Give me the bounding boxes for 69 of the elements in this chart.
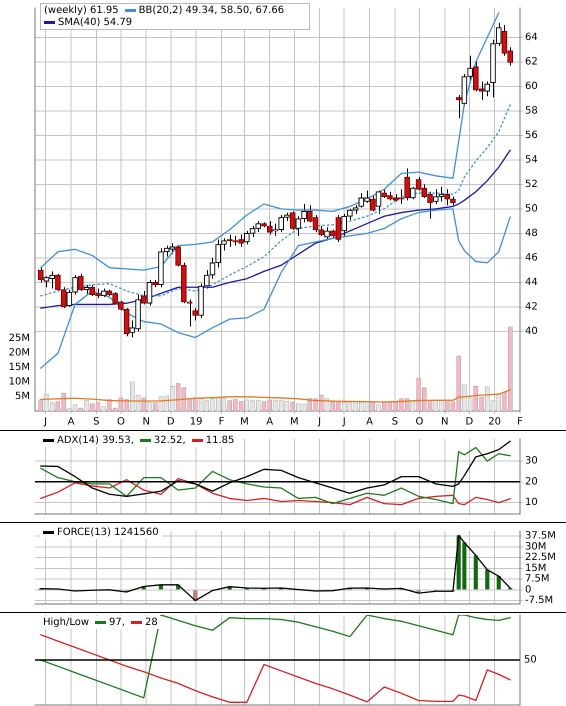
x-tick-label: N [142,416,150,428]
candlestick [84,284,90,296]
y2-tick-label: 20M [8,348,30,359]
candlestick [484,80,490,97]
y-tick-label: 37.5M [525,530,556,542]
x-tick-label: O [415,416,424,428]
y-tick-label: 44 [525,276,538,288]
legend-label: 28 [144,617,158,628]
candlestick [204,270,210,290]
x-tick-label: A [266,416,274,428]
x-tick-label: J [317,416,322,428]
y-tick-label: 56 [525,130,538,141]
legend-label: 97, [109,617,125,628]
x-tick-label: 19 [190,416,202,428]
x-tick-label: O [116,416,125,428]
x-tick-label: A [68,416,75,428]
legend-label: BB(20,2) 49.34, 58.50, 67.66 [138,5,284,16]
y-tick-label: 10 [525,497,538,508]
legend-label: FORCE(13) 1241560 [57,527,159,538]
y-tick-label: 50 [525,203,538,214]
x-tick-label: F [517,416,524,428]
y-tick-label: 30 [525,456,538,467]
legend-title: High/Low [43,617,90,628]
y-tick-label: 42 [525,301,538,312]
candlestick [324,226,330,240]
x-tick-label: D [465,416,474,428]
x-tick-label: J [342,416,346,428]
x-tick-label: J [43,416,48,428]
y-tick-label: 7.5M [525,574,550,585]
x-tick-label: S [93,416,100,428]
y-tick-label: 54 [525,154,538,166]
candlestick [467,55,473,81]
y-tick-label: 58 [525,105,538,116]
y2-tick-label: 15M [8,362,30,374]
x-tick-label: M [240,416,249,428]
x-tick-label: S [392,416,398,428]
y-tick-label: 62 [525,56,538,68]
y2-tick-label: 5M [15,391,30,402]
y2-tick-label: 10M [8,376,30,388]
y-tick-label: 48 [525,228,538,239]
legend-label: ADX(14) 39.53, [57,435,134,446]
y-tick-label: 20 [525,476,538,488]
y-tick-label: 52 [525,178,538,190]
x-tick-label: D [166,416,175,428]
y-tick-label: 0 [525,584,532,596]
legend-label: 32.52, [154,435,186,446]
legend-label: SMA(40) 54.79 [58,17,132,28]
candlestick [496,22,502,46]
y-tick-label: 46 [525,252,538,264]
x-tick-label: M [290,416,299,428]
y-tick-label: 40 [525,326,538,337]
legend-label: 11.85 [206,435,234,446]
y-tick-label: 60 [525,80,538,92]
candlestick [376,190,382,214]
y2-tick-label: 25M [8,333,30,344]
x-tick-label: N [441,416,448,428]
y-tick-label: 64 [525,32,538,43]
candlestick [410,186,416,200]
candlestick [146,279,152,306]
y-tick-label: 15M [525,562,546,574]
y-tick-label: -7.5M [525,595,554,606]
candlestick [255,220,262,233]
candlestick [221,238,227,252]
y-tick-label: 30M [525,541,546,552]
x-tick-label: 20 [488,416,502,428]
y-tick-label: 22.5M [525,552,556,564]
x-tick-label: A [366,416,374,428]
x-tick-label: F [218,416,225,428]
legend-title: (weekly) 61.95 [44,5,119,16]
